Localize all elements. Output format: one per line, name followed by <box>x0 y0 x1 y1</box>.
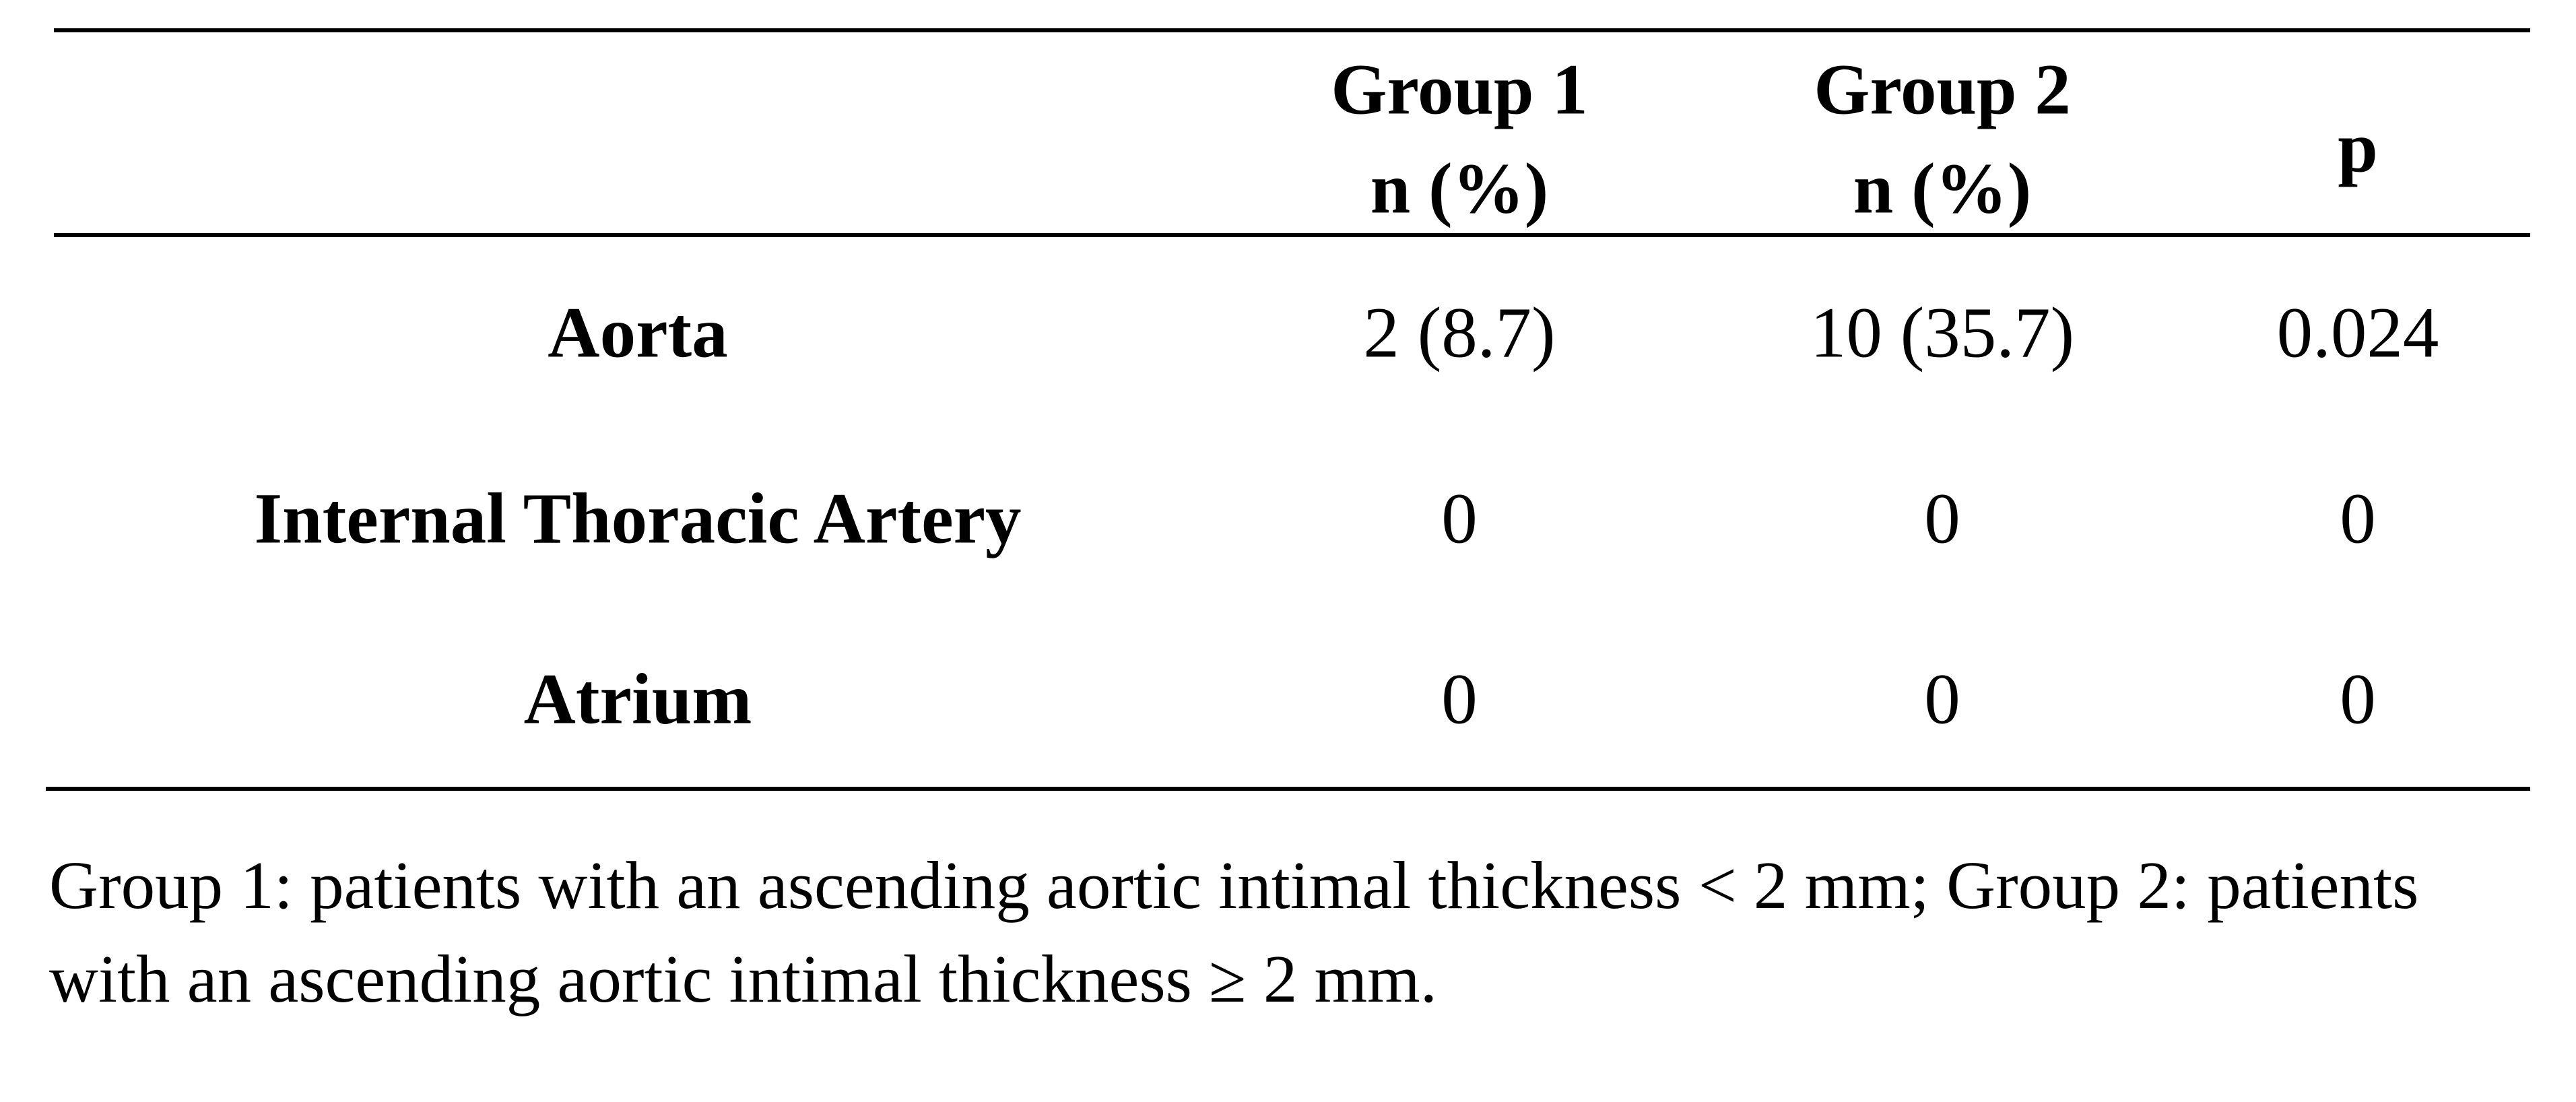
header-rule <box>54 233 2530 237</box>
data-cell: 0 <box>2340 659 2376 740</box>
data-cell: 0 <box>2340 479 2376 559</box>
footnote: Group 1: patients with an ascending aort… <box>49 847 2419 1016</box>
header-cell: n (%) <box>1853 149 2032 229</box>
data-cell: 0 <box>1441 659 1478 740</box>
header-cell: Group 2 <box>1814 50 2071 130</box>
data-cell: 0.024 <box>2276 293 2439 373</box>
header-cell: p <box>2338 108 2378 188</box>
data-cell: 0 <box>1441 479 1478 559</box>
data-cell: 10 (35.7) <box>1810 293 2075 373</box>
header-cell: n (%) <box>1370 149 1549 229</box>
data-cell: 0 <box>1924 659 1960 740</box>
header-cell: Group 1 <box>1331 50 1588 130</box>
top-rule <box>54 28 2530 32</box>
data-cell: 2 (8.7) <box>1363 293 1556 373</box>
bottom-rule <box>46 787 2530 791</box>
row-label: Internal Thoracic Artery <box>254 479 1022 559</box>
row-label: Atrium <box>523 659 752 740</box>
data-cell: 0 <box>1924 479 1960 559</box>
row-label: Aorta <box>548 293 728 373</box>
